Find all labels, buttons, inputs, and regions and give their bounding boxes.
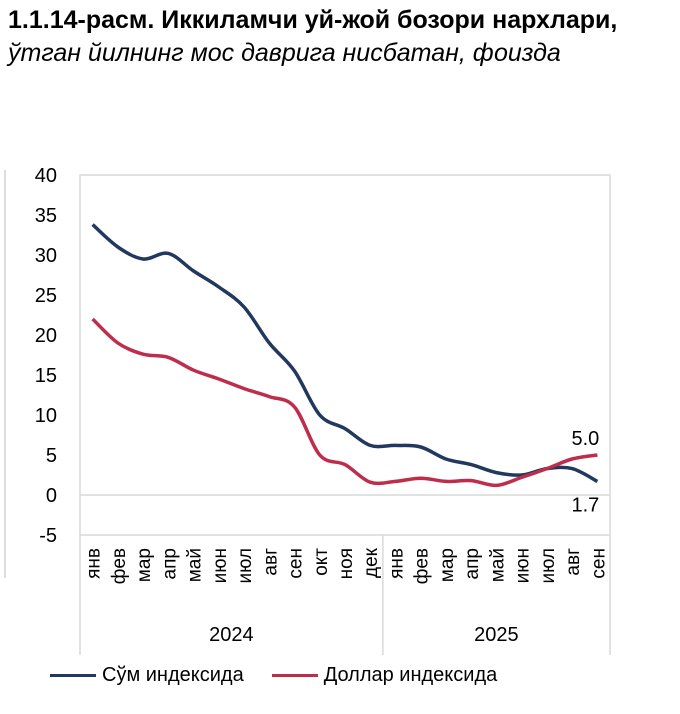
x-tick-label: янв [386, 548, 407, 579]
year-label: 2025 [474, 624, 519, 646]
x-tick-label: июл [538, 548, 559, 584]
x-tick-label: фев [412, 548, 433, 584]
x-tick-label: апр [159, 548, 180, 579]
x-tick-label: июл [235, 548, 256, 584]
x-tick-label: сен [286, 548, 307, 579]
y-tick-label: 5 [46, 445, 57, 467]
year-label: 2024 [209, 624, 254, 646]
x-tick-label: май [487, 548, 508, 582]
legend-label: Доллар индексида [323, 664, 498, 686]
x-tick-label: дек [361, 547, 382, 578]
x-tick-label: авг [260, 548, 281, 576]
y-tick-label: 20 [35, 325, 57, 347]
series-line-dollar [91, 317, 598, 488]
x-tick-label: окт [311, 548, 332, 576]
plot-area [79, 174, 611, 536]
x-tick-label: янв [84, 548, 105, 579]
y-tick-label: 35 [35, 205, 57, 227]
y-tick-label: 25 [35, 285, 57, 307]
x-tick-label: сен [588, 548, 609, 579]
y-tick-label: 10 [35, 405, 57, 427]
data-label: 5.0 [571, 428, 599, 450]
legend-item-dollar: Доллар индексида [271, 664, 498, 687]
legend-swatch [50, 674, 96, 677]
legend-label: Сўм индексида [102, 664, 244, 686]
x-tick-label: июн [513, 548, 534, 583]
series-line-sum [91, 223, 599, 483]
x-tick-label: фев [109, 548, 130, 584]
y-tick-label: 0 [46, 485, 57, 507]
title-bold: 1.1.14-расм. Иккиламчи уй-жой бозори нар… [8, 6, 618, 34]
data-label: 1.7 [571, 494, 599, 516]
chart-title: 1.1.14-расм. Иккиламчи уй-жой бозори нар… [8, 4, 668, 70]
x-tick-label: май [185, 548, 206, 582]
legend: Сўм индексида Доллар индексида [50, 664, 497, 687]
y-tick-label: 30 [35, 245, 57, 267]
x-tick-label: авг [563, 548, 584, 576]
y-tick-label: 15 [35, 365, 57, 387]
y-tick-label: -5 [39, 525, 57, 547]
x-tick-label: ноя [336, 548, 357, 579]
x-tick-label: июн [210, 548, 231, 583]
legend-item-sum: Сўм индексида [50, 664, 244, 687]
legend-swatch [271, 674, 318, 677]
x-tick-label: мар [134, 548, 155, 582]
x-tick-label: мар [437, 548, 458, 582]
y-tick-label: 40 [35, 165, 57, 187]
x-tick-label: апр [462, 548, 483, 579]
title-italic: ўтган йилнинг мос даврига нисбатан, фоиз… [8, 39, 561, 67]
